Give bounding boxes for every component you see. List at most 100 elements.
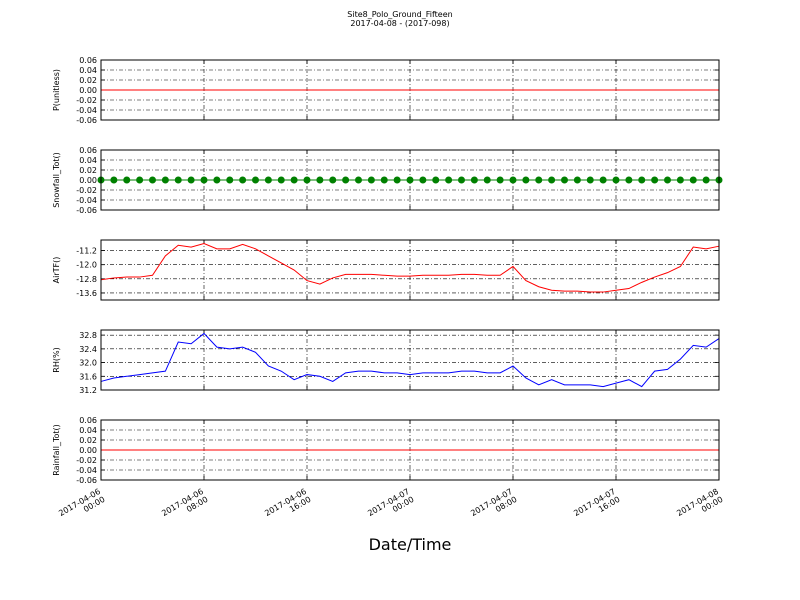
y-tick-label: 0.06 (79, 146, 97, 155)
y-tick-label: 0.04 (79, 66, 97, 75)
y-tick-label: 0.00 (79, 86, 97, 95)
data-point (470, 176, 478, 184)
data-point (264, 176, 272, 184)
data-line (100, 332, 720, 388)
data-point (612, 176, 620, 184)
data-point (380, 176, 388, 184)
chart-subtitle: 2017-04-08 - (2017-098) (350, 19, 449, 28)
data-point (406, 176, 414, 184)
data-point (149, 176, 156, 184)
y-tick-label: 0.06 (79, 416, 97, 425)
data-point (303, 176, 311, 184)
data-point (702, 176, 710, 184)
y-tick-label: 32.8 (79, 331, 97, 340)
axes-frame (100, 329, 720, 391)
y-tick-label: 0.00 (79, 176, 97, 185)
panel: -13.6 -12.8 -12.0 -11.2 AirTF() (52, 239, 720, 301)
axes-frame (100, 59, 720, 121)
data-point (290, 176, 298, 184)
y-tick-label: 31.2 (79, 386, 97, 395)
y-label-group: AirTF() (52, 257, 61, 284)
y-tick-label: -0.04 (76, 466, 97, 475)
data-point (329, 176, 337, 184)
y-tick-label: 0.02 (79, 166, 97, 175)
y-tick-label: -0.02 (76, 456, 97, 465)
data-point (200, 176, 208, 184)
axes-frame (100, 149, 720, 211)
data-point (419, 176, 427, 184)
data-point (638, 176, 646, 184)
y-label-group: Rainfall_Tot() (52, 424, 61, 476)
data-point (458, 176, 465, 184)
data-point (625, 176, 633, 184)
y-axis-label: AirTF() (52, 257, 61, 284)
data-point (342, 176, 350, 184)
y-tick-label: 0.04 (79, 156, 97, 165)
y-tick-label: -0.04 (76, 196, 97, 205)
x-axis-label: Date/Time (369, 535, 452, 554)
y-label-group: Snowfall_Tot() (52, 152, 61, 208)
y-tick-label: 0.04 (79, 426, 97, 435)
chart-title: Site8_Polo_Ground_Fifteen (347, 10, 452, 19)
data-point (136, 176, 144, 184)
y-label-group: P(unitless) (52, 69, 61, 111)
data-point (161, 176, 169, 184)
y-tick-label: -13.6 (76, 289, 97, 298)
data-point (561, 176, 568, 184)
y-tick-label: 0.00 (79, 446, 97, 455)
data-point (213, 176, 221, 184)
data-point (110, 176, 118, 184)
data-point (445, 176, 453, 184)
y-tick-label: -0.04 (76, 106, 97, 115)
y-tick-label: 32.0 (79, 359, 97, 368)
data-point (586, 176, 594, 184)
data-point (316, 176, 324, 184)
data-point (355, 176, 362, 184)
panel: -0.06-0.04-0.020.000.020.040.06 P(unitles… (52, 56, 720, 125)
y-axis-label: P(unitless) (52, 69, 61, 111)
data-point (187, 176, 195, 184)
y-tick-label: 32.4 (79, 345, 97, 354)
axes-frame (100, 239, 720, 301)
data-point (689, 176, 697, 184)
data-point (239, 176, 247, 184)
data-point (535, 176, 543, 184)
data-point (496, 176, 504, 184)
y-axis-label: Snowfall_Tot() (52, 152, 61, 208)
data-point (522, 176, 530, 184)
y-axis-label: Rainfall_Tot() (52, 424, 61, 476)
y-tick-label: -11.2 (76, 247, 97, 256)
y-tick-label: 0.02 (79, 76, 97, 85)
data-point (123, 176, 131, 184)
data-point (393, 176, 401, 184)
data-point (252, 176, 259, 184)
y-tick-label: 0.02 (79, 436, 97, 445)
panel: -0.06-0.04-0.020.000.020.040.06 Snowfall_… (52, 146, 723, 215)
y-axis-label: RH(%) (52, 347, 61, 372)
y-tick-label: 0.06 (79, 56, 97, 65)
data-point (367, 176, 375, 184)
data-point (599, 176, 607, 184)
y-tick-label: 31.6 (79, 372, 97, 381)
data-point (573, 176, 581, 184)
axes-frame (100, 419, 720, 481)
data-point (676, 176, 684, 184)
data-point (548, 176, 556, 184)
y-label-group: RH(%) (52, 347, 61, 372)
y-tick-label: -0.06 (76, 206, 97, 215)
data-point (432, 176, 440, 184)
panel: 31.2 31.6 32.0 32.4 32.8 RH(%) (52, 329, 720, 395)
data-line (100, 243, 720, 293)
data-point (651, 176, 659, 184)
y-tick-label: -12.8 (76, 275, 97, 284)
data-point (174, 176, 182, 184)
data-point (509, 176, 517, 184)
y-tick-label: -0.06 (76, 476, 97, 485)
data-point (483, 176, 491, 184)
y-tick-label: -12.0 (76, 261, 97, 270)
data-point (277, 176, 285, 184)
y-tick-label: -0.02 (76, 96, 97, 105)
y-tick-label: -0.02 (76, 186, 97, 195)
data-point (226, 176, 234, 184)
